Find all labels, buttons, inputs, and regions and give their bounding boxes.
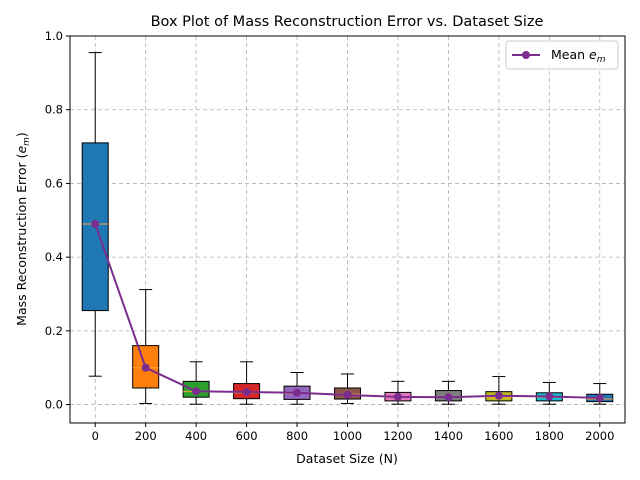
x-tick-label: 800 <box>286 429 308 443</box>
mean-point <box>293 388 302 397</box>
mean-point <box>141 363 150 372</box>
y-tick-label: 0.6 <box>45 176 63 190</box>
box-0 <box>81 52 109 377</box>
legend-entry-mean: Mean em <box>551 47 606 65</box>
mean-point <box>91 219 100 228</box>
mean-point <box>444 393 453 402</box>
x-tick-label: 600 <box>236 429 258 443</box>
x-tick-label: 1600 <box>484 429 513 443</box>
box-1000 <box>334 373 361 404</box>
x-tick-label: 1800 <box>535 429 564 443</box>
y-axis-label-symbol: e <box>14 146 29 154</box>
box-800 <box>283 372 311 405</box>
box-600 <box>233 361 261 405</box>
chart-title: Box Plot of Mass Reconstruction Error vs… <box>151 14 544 30</box>
x-tick-label: 0 <box>92 429 99 443</box>
y-axis-label: Mass Reconstruction Error (em) <box>14 132 32 326</box>
legend-entry-prefix: Mean <box>551 47 589 62</box>
box-1600 <box>485 376 513 405</box>
legend: Mean em <box>505 40 619 70</box>
y-axis-label-prefix: Mass Reconstruction Error ( <box>14 154 29 326</box>
x-tick-label: 2000 <box>585 429 614 443</box>
mean-series-layer <box>91 219 604 402</box>
x-tick-label: 1000 <box>333 429 362 443</box>
legend-frame <box>505 40 619 70</box>
x-axis-label: Dataset Size (N) <box>296 451 398 466</box>
x-tick-label: 1400 <box>434 429 463 443</box>
legend-marker-sample <box>522 51 530 59</box>
y-tick-label: 0.2 <box>45 324 63 338</box>
mean-point <box>545 392 554 401</box>
mean-point <box>393 392 402 401</box>
y-tick-label: 0.4 <box>45 250 63 264</box>
y-axis-label-suffix: ) <box>14 132 29 137</box>
mean-point <box>595 393 604 402</box>
legend-entry-subscript: m <box>597 55 606 65</box>
y-tick-label: 1.0 <box>45 29 63 43</box>
legend-entry-symbol: e <box>589 47 597 62</box>
x-tick-label: 200 <box>135 429 157 443</box>
mean-point <box>343 390 352 399</box>
y-axis-label-subscript: m <box>22 137 32 146</box>
box-400 <box>182 361 210 405</box>
y-tick-label: 0.0 <box>45 398 63 412</box>
mean-point <box>494 391 503 400</box>
tick-layer: 0.0 0.2 0.4 0.6 0.8 1.0 0 200 400 600 800 1000 1200 1… <box>45 29 615 443</box>
mean-point <box>192 387 201 396</box>
box-200 <box>132 289 160 404</box>
x-tick-label: 400 <box>185 429 207 443</box>
mean-point <box>242 388 251 397</box>
y-tick-label: 0.8 <box>45 103 63 117</box>
x-tick-label: 1200 <box>383 429 412 443</box>
